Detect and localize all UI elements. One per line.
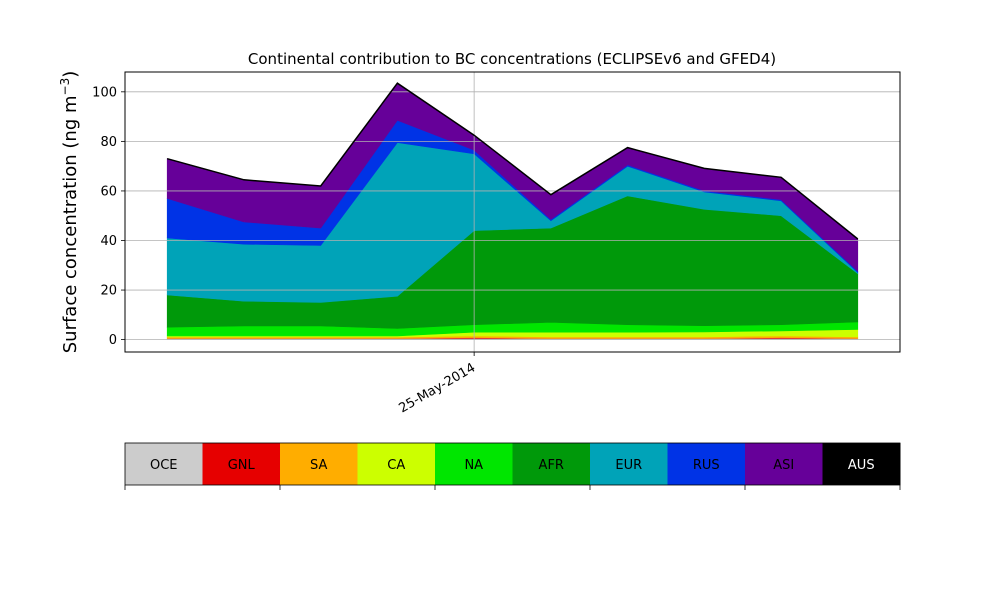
legend-label-ca: CA — [387, 458, 405, 473]
legend-label-na: NA — [464, 458, 483, 473]
y-axis-label-main: Surface concentration (ng m — [60, 95, 81, 353]
y-tick-label: 20 — [100, 284, 117, 299]
x-tick-label: 25-May-2014 — [396, 360, 478, 416]
color-legend: OCE GNL SA CA NA AFR EUR RUS ASI AUS — [124, 442, 901, 490]
stacked-areas — [166, 82, 859, 340]
total-outline — [167, 82, 859, 240]
y-tick-label: 40 — [100, 234, 117, 249]
y-tick-label: 80 — [100, 135, 117, 150]
legend-label-rus: RUS — [693, 458, 720, 473]
y-axis-label-suffix: ) — [60, 71, 81, 78]
legend-swatch-sa — [280, 443, 358, 485]
grid-lines — [125, 72, 900, 352]
plot-frame — [124, 71, 901, 353]
legend-swatch-ca — [357, 443, 436, 485]
legend-label-afr: AFR — [539, 458, 564, 473]
chart-title: Continental contribution to BC concentra… — [248, 50, 776, 68]
legend-label-gnl: GNL — [228, 458, 256, 473]
y-axis-label: Surface concentration (ng m−3) — [58, 71, 81, 354]
legend-swatch-gnl — [202, 443, 281, 485]
legend-swatch-rus — [667, 443, 746, 485]
total-line — [167, 82, 859, 240]
y-axis-ticks: 0 20 40 60 80 100 — [92, 85, 125, 348]
legend-swatch-oce — [125, 443, 203, 485]
legend-label-sa: SA — [310, 458, 327, 473]
legend-swatch-asi — [745, 443, 823, 485]
y-tick-label: 0 — [109, 333, 117, 348]
legend-swatch-na — [435, 443, 513, 485]
y-tick-label: 100 — [92, 85, 117, 100]
legend-frame — [124, 442, 901, 486]
legend-label-oce: OCE — [150, 458, 178, 473]
y-axis-label-exponent: −3 — [58, 78, 72, 96]
legend-label-aus: AUS — [848, 458, 875, 473]
legend-swatch-eur — [590, 443, 668, 485]
legend-label-asi: ASI — [773, 458, 794, 473]
legend-swatch-afr — [512, 443, 591, 485]
legend-label-eur: EUR — [615, 458, 642, 473]
x-axis-ticks: 25-May-2014 — [396, 352, 478, 416]
y-tick-label: 60 — [100, 184, 117, 199]
legend-swatch-aus — [822, 443, 901, 485]
